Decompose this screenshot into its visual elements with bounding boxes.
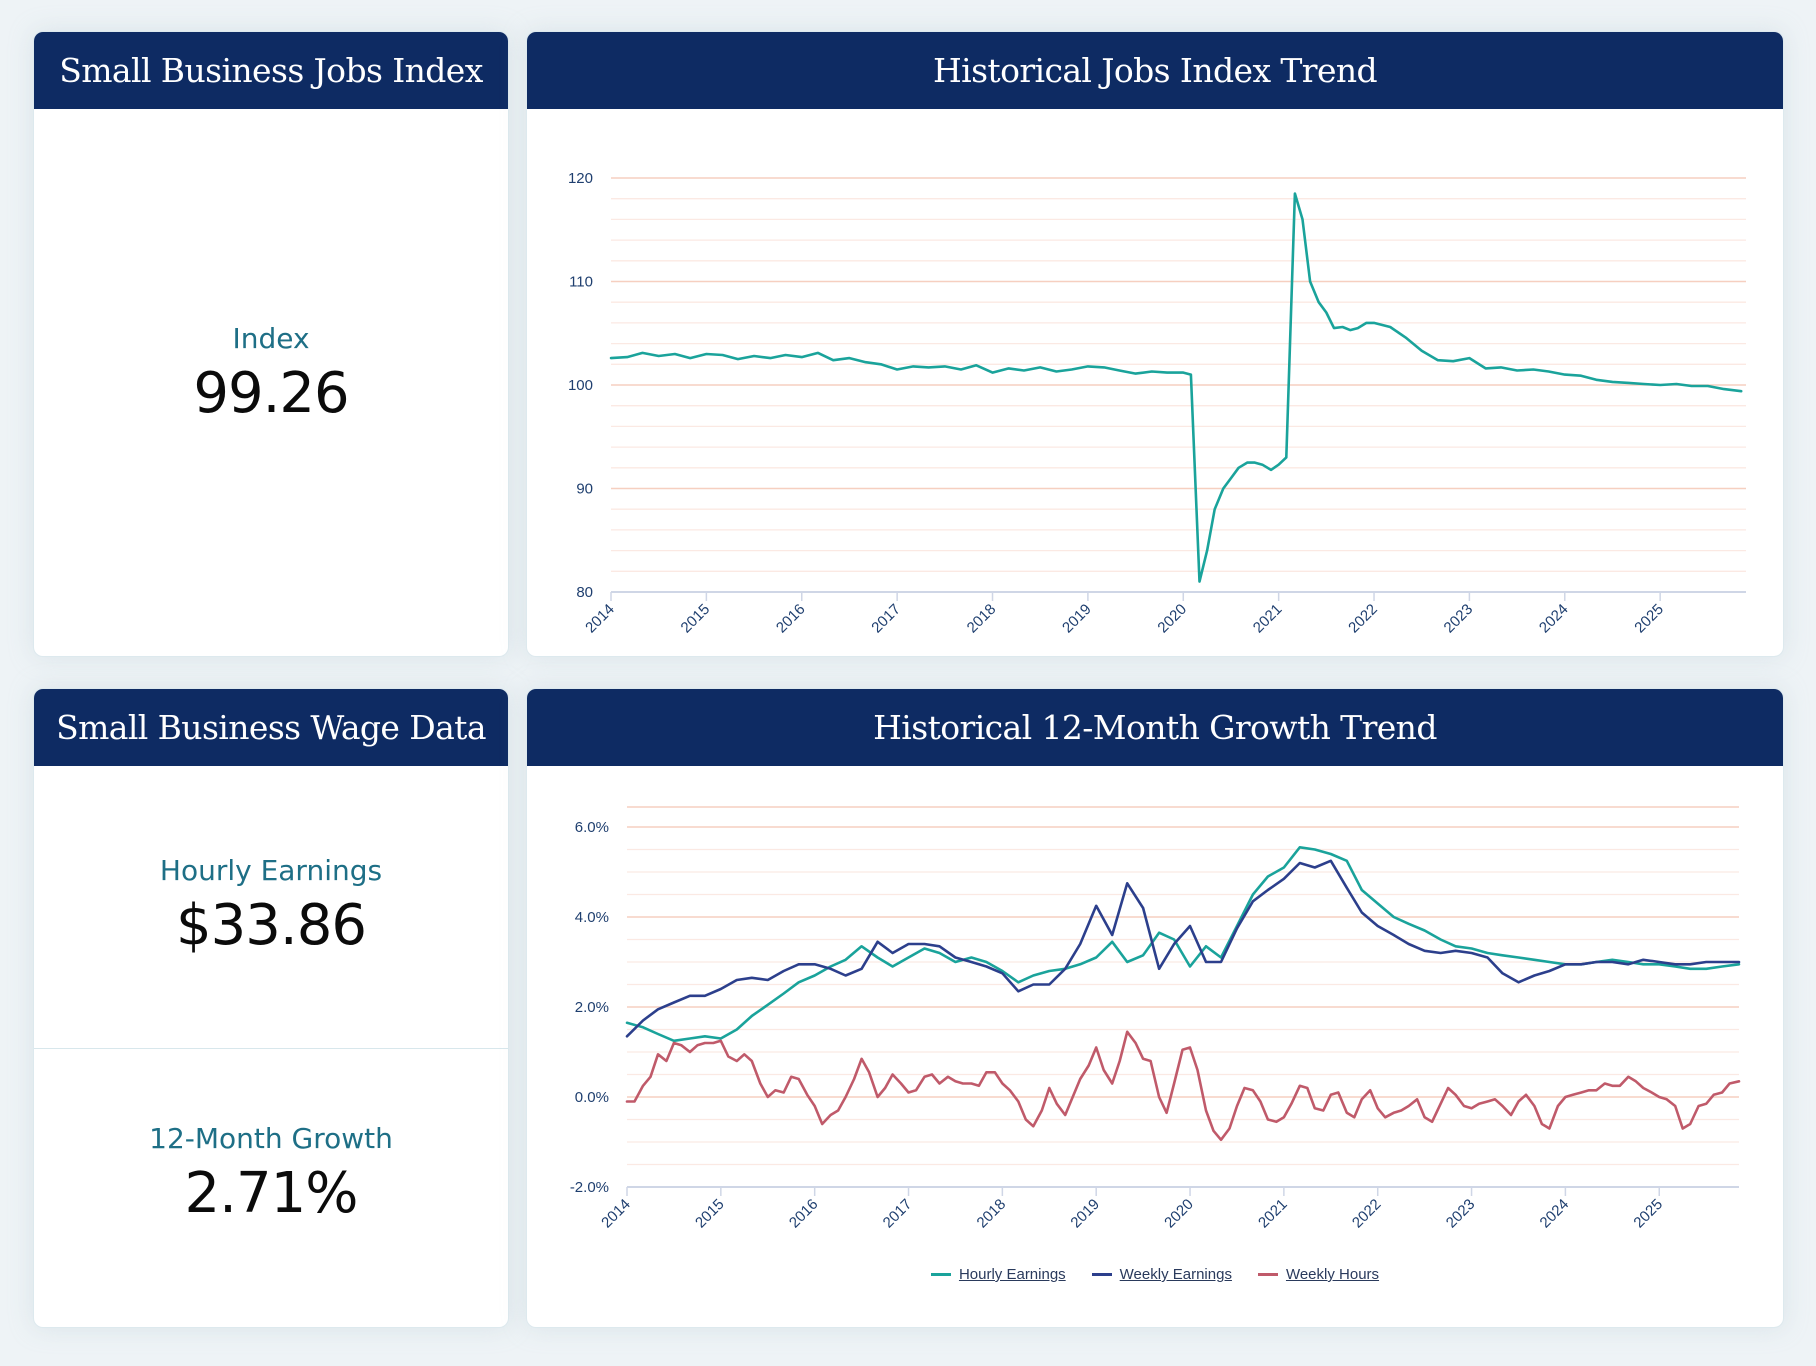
x-tick-label: 2022	[1345, 601, 1381, 637]
x-tick-label: 2021	[1255, 1196, 1291, 1232]
series-line-weekly-earnings	[625, 859, 1741, 1038]
jobs-trend-chart: 80 90 100 110 120 2014 2015 2016 2017 2018 2019 202…	[568, 170, 1746, 637]
x-tick-label: 2023	[1441, 601, 1477, 637]
growth-value: 2.71%	[184, 1161, 359, 1226]
hourly-earnings-label: Hourly Earnings	[159, 854, 383, 887]
series-line-jobs-index	[609, 192, 1743, 583]
hourly-earnings-stat: Hourly Earnings $33.86	[34, 854, 508, 958]
legend-swatch-weekly-hours	[1257, 1273, 1278, 1276]
growth-trend-title: Historical 12-Month Growth Trend	[873, 708, 1437, 747]
growth-stat: 12-Month Growth 2.71%	[34, 1122, 508, 1226]
x-tick-label: 2019	[1059, 601, 1095, 637]
x-tick-label: 2015	[678, 601, 714, 637]
wage-data-header: Small Business Wage Data	[34, 689, 508, 766]
wage-data-title: Small Business Wage Data	[56, 708, 486, 747]
series-line-weekly-hours	[625, 1030, 1741, 1142]
legend-item-weekly-earnings[interactable]: Weekly Earnings	[1091, 1266, 1232, 1283]
x-tick-label: 2018	[964, 601, 1000, 637]
x-tick-label: 2017	[880, 1196, 916, 1232]
y-tick-label: 100	[568, 377, 593, 394]
legend-item-weekly-hours[interactable]: Weekly Hours	[1257, 1266, 1380, 1283]
x-tick-label: 2014	[598, 1196, 634, 1232]
legend-label: Weekly Earnings	[1119, 1266, 1232, 1283]
x-tick-label: 2021	[1250, 601, 1286, 637]
x-tick-label: 2017	[868, 601, 904, 637]
x-tick-label: 2014	[582, 601, 618, 637]
jobs-trend-card: Historical Jobs Index Trend 80 90 100 110 12…	[526, 31, 1784, 657]
jobs-trend-header: Historical Jobs Index Trend	[527, 32, 1783, 109]
y-tick-label: 110	[569, 274, 593, 291]
y-tick-label: 0.0%	[575, 1089, 609, 1106]
jobs-index-stat: Index 99.26	[34, 322, 508, 426]
growth-trend-card: Historical 12-Month Growth Trend -2.0% 0.…	[526, 688, 1784, 1328]
jobs-index-card: Small Business Jobs Index Index 99.26	[33, 31, 509, 657]
jobs-index-value: 99.26	[193, 361, 349, 426]
growth-trend-header: Historical 12-Month Growth Trend	[527, 689, 1783, 766]
growth-trend-chart: -2.0% 0.0% 2.0% 4.0% 6.0% 2014 2015 2016 2017 201…	[570, 806, 1741, 1232]
y-tick-label: 120	[568, 170, 593, 187]
legend-item-hourly-earnings[interactable]: Hourly Earnings	[930, 1266, 1066, 1283]
x-tick-label: 2025	[1630, 1196, 1666, 1232]
legend-label: Hourly Earnings	[958, 1266, 1066, 1283]
jobs-trend-title: Historical Jobs Index Trend	[932, 51, 1378, 90]
x-tick-label: 2025	[1631, 601, 1667, 637]
jobs-index-header: Small Business Jobs Index	[34, 32, 508, 109]
x-tick-label: 2019	[1067, 1196, 1103, 1232]
x-tick-label: 2024	[1536, 601, 1572, 637]
x-tick-label: 2015	[692, 1196, 728, 1232]
hourly-earnings-value: $33.86	[176, 893, 367, 958]
legend-swatch-hourly-earnings	[930, 1273, 951, 1276]
legend-label: Weekly Hours	[1285, 1266, 1380, 1283]
y-tick-label: 6.0%	[575, 819, 609, 836]
x-tick-label: 2018	[974, 1196, 1010, 1232]
wage-divider	[34, 1048, 508, 1049]
x-tick-label: 2016	[786, 1196, 822, 1232]
series-line-hourly-earnings	[625, 846, 1741, 1043]
legend-swatch-weekly-earnings	[1091, 1273, 1112, 1276]
jobs-index-title: Small Business Jobs Index	[59, 51, 483, 90]
y-tick-label: 90	[576, 481, 593, 498]
growth-label: 12-Month Growth	[149, 1122, 393, 1155]
x-tick-label: 2020	[1161, 1196, 1197, 1232]
y-tick-label: -2.0%	[570, 1179, 609, 1196]
chart-legend: Hourly Earnings Weekly Earnings Weekly H…	[527, 1266, 1783, 1283]
jobs-index-label: Index	[232, 322, 310, 355]
x-tick-label: 2024	[1537, 1196, 1573, 1232]
y-tick-label: 80	[576, 584, 593, 601]
x-tick-label: 2023	[1443, 1196, 1479, 1232]
y-tick-label: 4.0%	[575, 909, 609, 926]
x-tick-label: 2020	[1154, 601, 1190, 637]
y-tick-label: 2.0%	[575, 999, 609, 1016]
x-tick-label: 2022	[1349, 1196, 1385, 1232]
wage-data-card: Small Business Wage Data Hourly Earnings…	[33, 688, 509, 1328]
x-tick-label: 2016	[773, 601, 809, 637]
